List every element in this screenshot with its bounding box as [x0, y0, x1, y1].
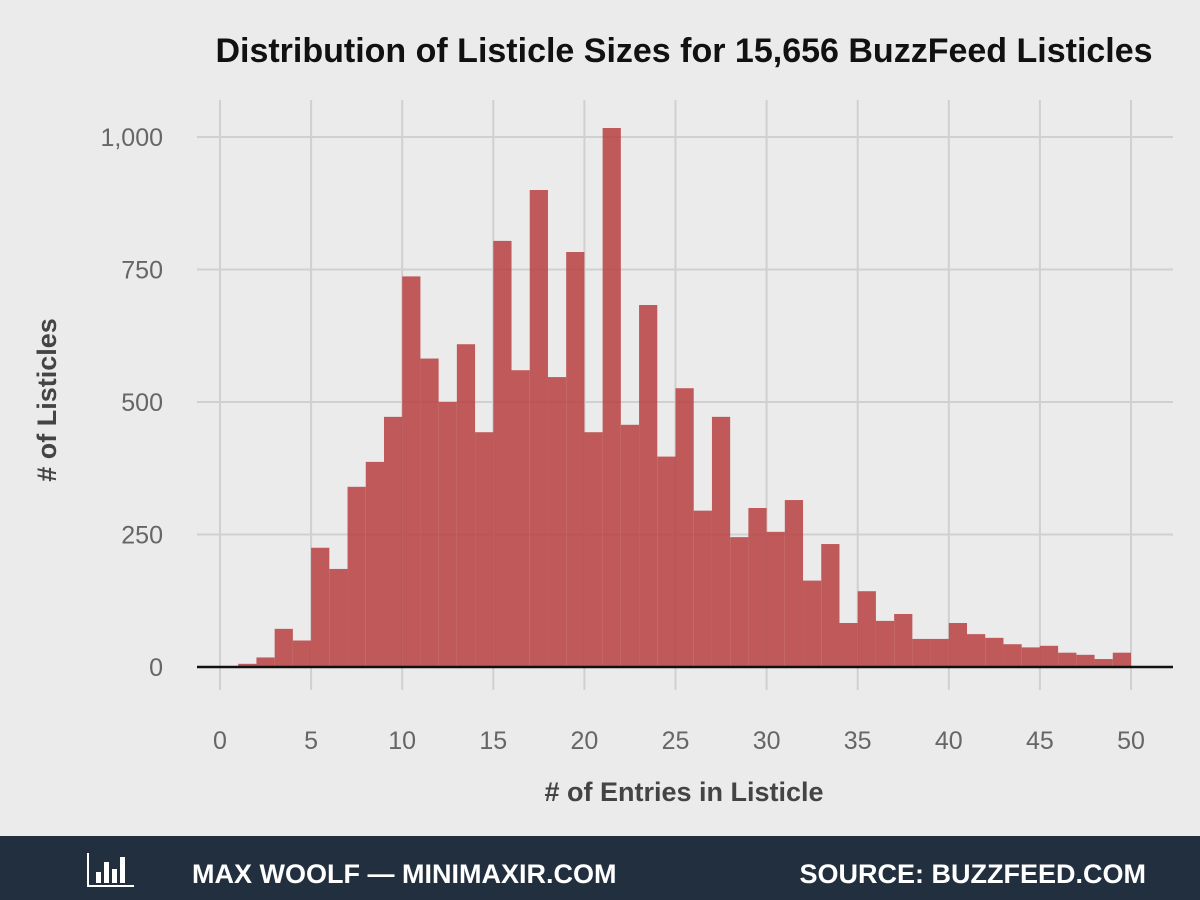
bars	[238, 127, 1131, 668]
histogram-bar	[420, 358, 439, 667]
x-tick-label: 15	[479, 727, 507, 755]
histogram-bar	[274, 628, 293, 667]
histogram-bar	[639, 305, 658, 667]
histogram-bar	[766, 531, 785, 667]
histogram-bar	[857, 591, 876, 667]
histogram-bar	[948, 623, 968, 667]
x-tick-label: 25	[662, 727, 690, 755]
histogram-bar	[238, 663, 257, 667]
bar-chart-icon	[87, 853, 134, 887]
histogram-bar	[547, 377, 567, 667]
x-tick-label: 30	[753, 727, 781, 755]
histogram-bar	[967, 634, 986, 667]
histogram-bar	[985, 637, 1004, 667]
histogram-bar	[693, 510, 712, 667]
histogram-bar	[875, 620, 895, 667]
histogram-bar	[748, 508, 767, 667]
y-tick-labels: 0 250 500 750 1,000	[100, 124, 163, 682]
y-tick-label: 750	[121, 257, 163, 285]
x-axis-label: # of Entries in Listicle	[544, 777, 823, 807]
y-tick-label: 0	[149, 654, 163, 682]
x-tick-label: 40	[935, 727, 963, 755]
histogram-bar	[657, 456, 676, 667]
histogram-bar	[1076, 654, 1095, 667]
histogram-bar	[311, 547, 330, 667]
histogram-bar	[894, 614, 913, 667]
histogram-bar	[1039, 645, 1059, 667]
histogram-bar	[383, 416, 403, 667]
x-tick-label: 5	[304, 727, 318, 755]
histogram-bar	[730, 537, 749, 667]
histogram-bar	[620, 424, 640, 667]
x-tick-label: 50	[1117, 727, 1145, 755]
x-tick-label: 35	[844, 727, 872, 755]
histogram-bar	[784, 500, 804, 667]
histogram-bar	[1021, 647, 1040, 667]
histogram-bar	[839, 623, 858, 667]
x-tick-label: 10	[388, 727, 416, 755]
y-tick-label: 500	[121, 389, 163, 417]
histogram-bar	[803, 580, 822, 667]
histogram-bar	[292, 640, 312, 667]
histogram-bar	[1112, 652, 1131, 667]
histogram-bar	[1094, 659, 1113, 667]
histogram-bar	[584, 432, 603, 667]
histogram-bar	[566, 252, 585, 667]
histogram-bar	[930, 638, 949, 667]
histogram-bar	[1058, 652, 1077, 667]
histogram-bar	[602, 127, 621, 668]
histogram-bar	[821, 544, 840, 667]
histogram-bar	[529, 190, 548, 667]
histogram-bar	[511, 370, 530, 667]
x-tick-label: 45	[1026, 727, 1054, 755]
x-tick-label: 20	[570, 727, 598, 755]
histogram-bar	[347, 486, 366, 667]
histogram-bar	[456, 344, 476, 667]
x-tick-label: 0	[213, 727, 227, 755]
y-tick-label: 250	[121, 522, 163, 550]
x-tick-labels: 0 5 10 15 20 25 30 35 40 45 50	[213, 727, 1145, 755]
histogram-bar	[711, 416, 731, 667]
footer-source: SOURCE: BUZZFEED.COM	[800, 859, 1147, 889]
histogram-bar	[675, 388, 694, 667]
histogram-bar	[912, 638, 931, 667]
histogram-bar	[256, 657, 275, 667]
y-tick-label: 1,000	[100, 124, 163, 152]
y-axis-label: # of Listicles	[32, 318, 62, 482]
histogram-bar	[475, 432, 494, 667]
histogram-bar	[402, 276, 421, 667]
footer-author: MAX WOOLF — MINIMAXIR.COM	[192, 859, 616, 889]
histogram-bar	[1003, 644, 1022, 667]
chart-title: Distribution of Listicle Sizes for 15,65…	[215, 32, 1152, 70]
histogram-bar	[493, 240, 512, 667]
histogram-bar	[438, 402, 457, 667]
histogram-bar	[329, 568, 348, 667]
histogram-bar	[365, 461, 384, 667]
footer-bar	[0, 836, 1200, 900]
